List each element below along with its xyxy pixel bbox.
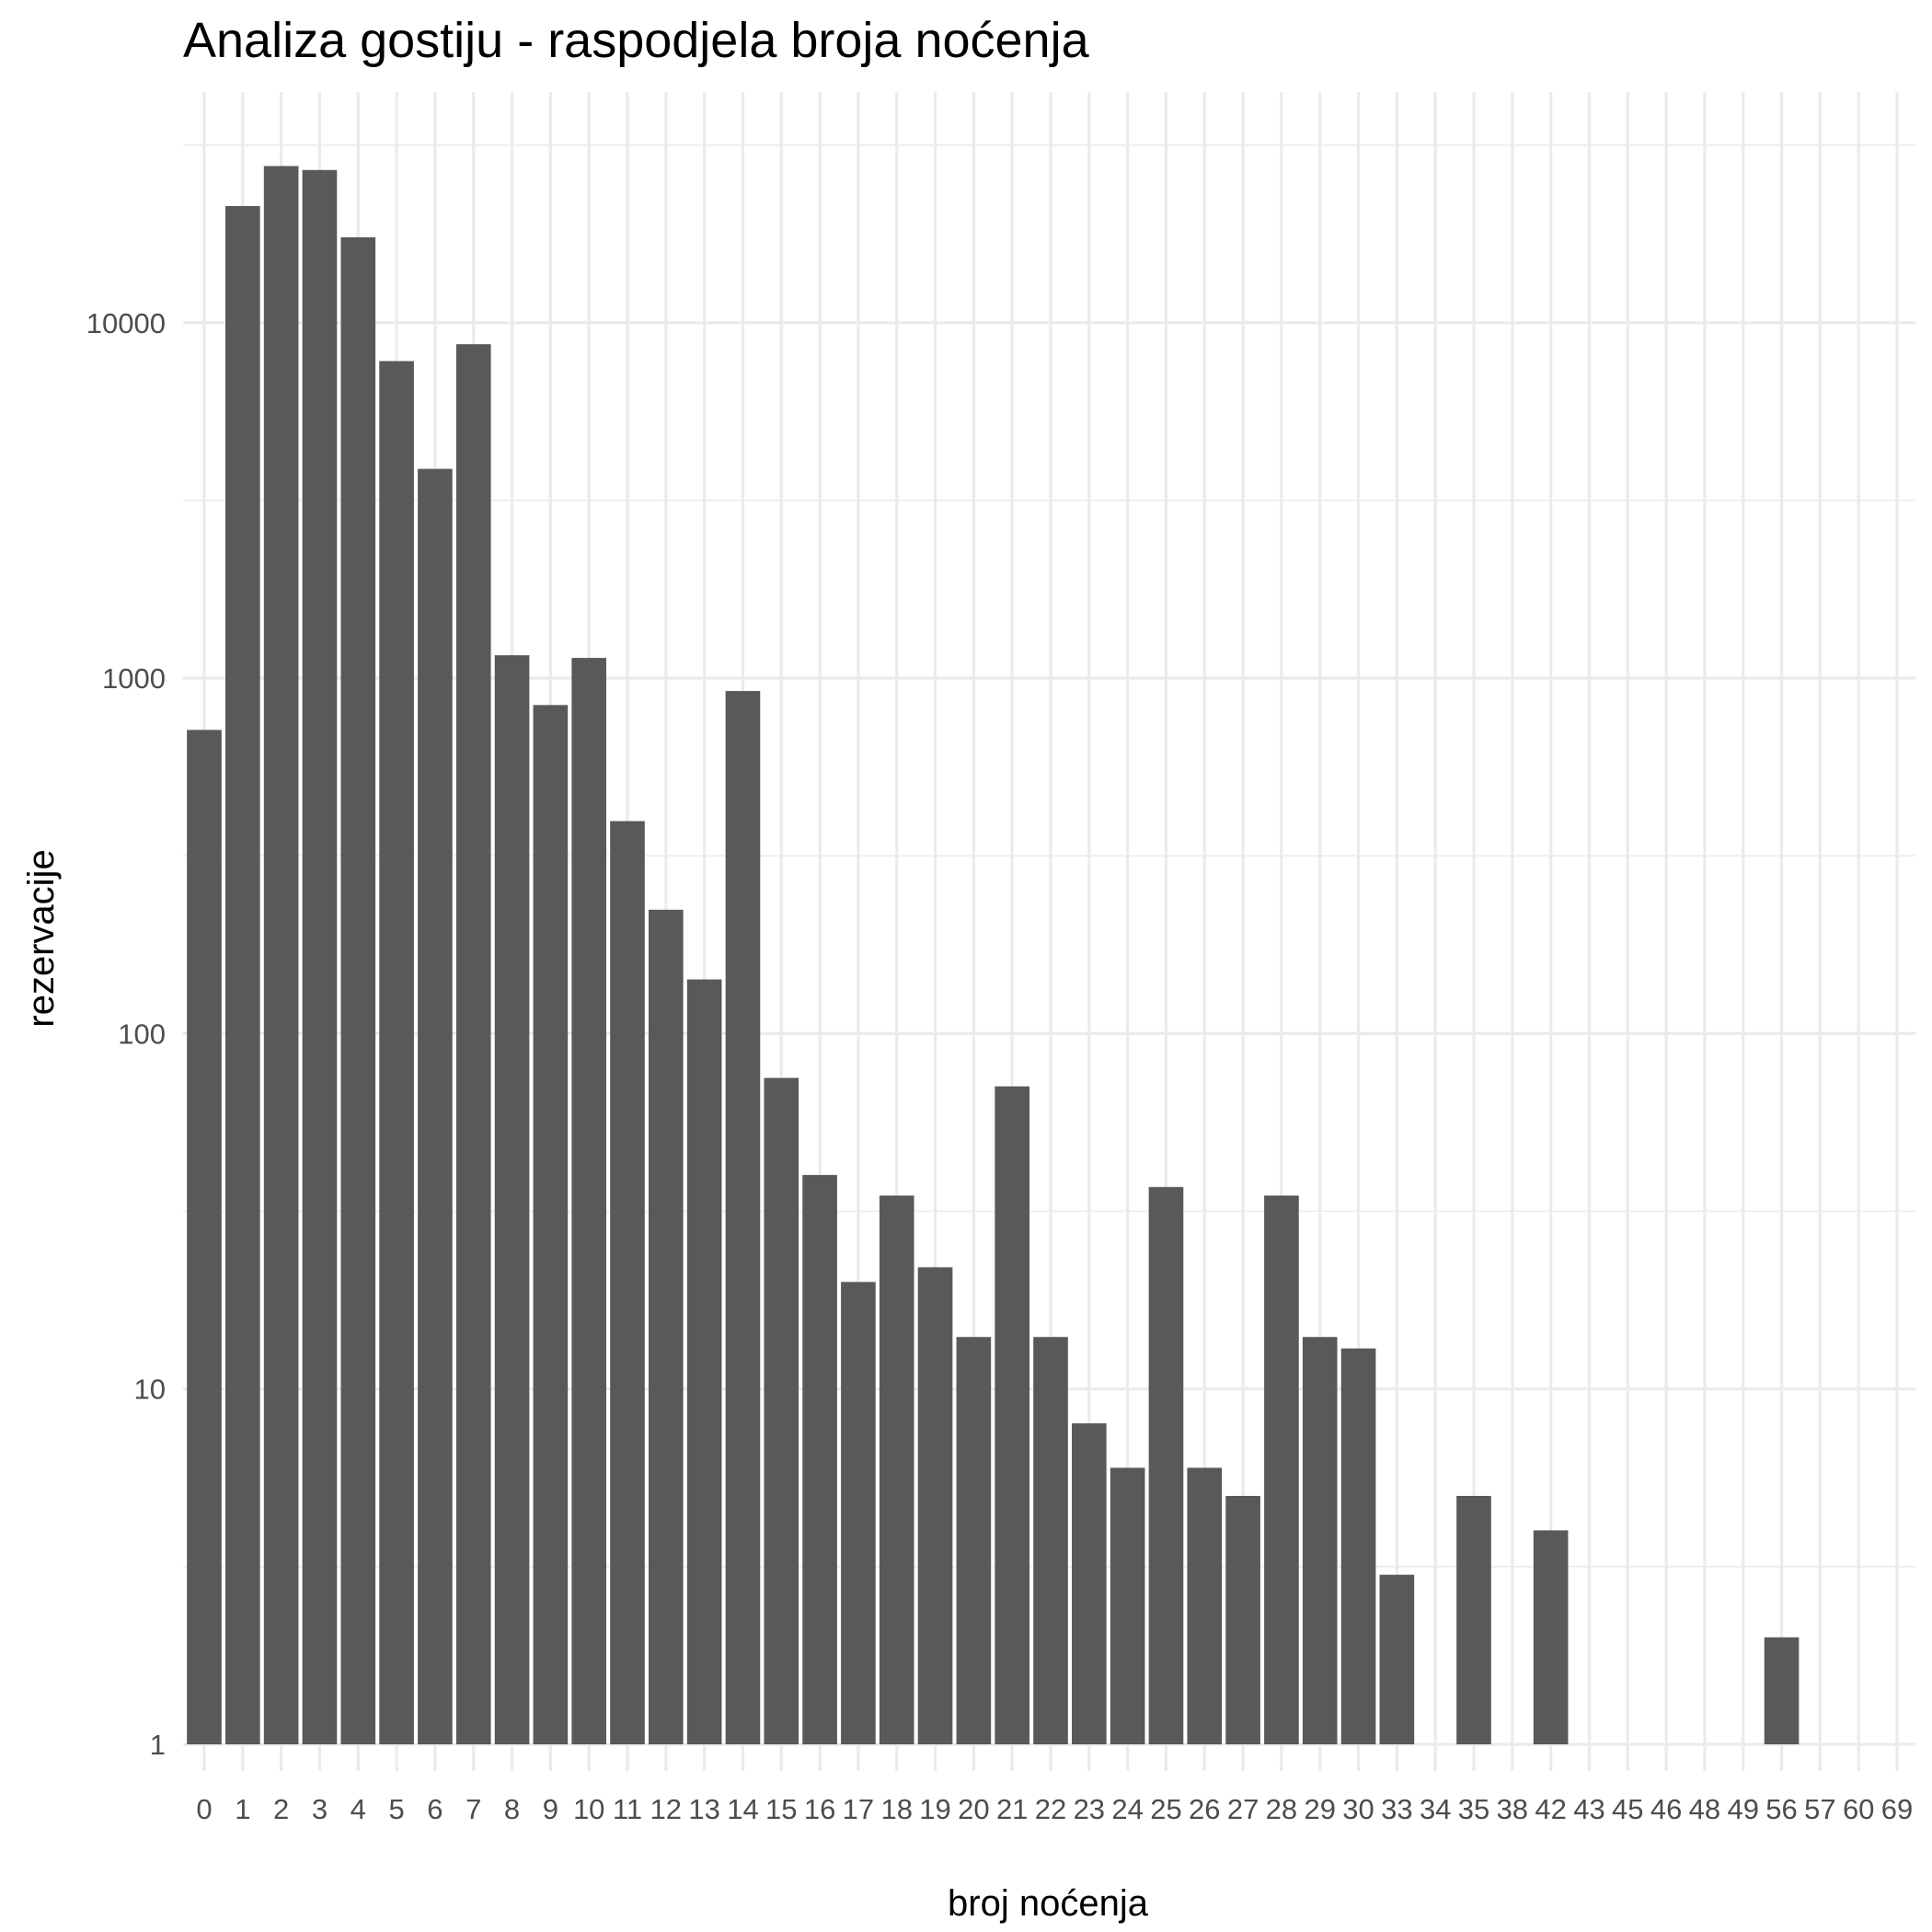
x-tick-label: 48 — [1689, 1793, 1720, 1825]
bar-14 — [725, 691, 761, 1744]
x-tick-label: 30 — [1342, 1793, 1374, 1825]
bars — [187, 166, 1800, 1745]
bar-4 — [340, 236, 376, 1744]
x-tick-label: 3 — [312, 1793, 328, 1825]
bar-10 — [571, 658, 606, 1744]
bar-20 — [956, 1337, 992, 1744]
x-tick-label: 18 — [880, 1793, 912, 1825]
x-tick-label: 21 — [996, 1793, 1028, 1825]
bar-42 — [1533, 1530, 1569, 1744]
bar-18 — [879, 1195, 914, 1744]
bar-11 — [610, 821, 645, 1744]
bar-30 — [1340, 1348, 1376, 1744]
y-tick-label: 1 — [150, 1729, 166, 1761]
x-tick-label: 56 — [1765, 1793, 1797, 1825]
x-tick-label: 25 — [1150, 1793, 1181, 1825]
x-tick-label: 42 — [1535, 1793, 1566, 1825]
x-tick-label: 0 — [196, 1793, 212, 1825]
bar-3 — [302, 169, 338, 1744]
bar-17 — [841, 1282, 876, 1744]
bar-5 — [379, 361, 414, 1744]
x-tick-label: 17 — [843, 1793, 874, 1825]
x-tick-label: 16 — [804, 1793, 835, 1825]
bar-1 — [225, 205, 260, 1744]
x-tick-label: 9 — [543, 1793, 558, 1825]
y-tick-labels: 1 10 100 1000 10000 — [86, 307, 166, 1761]
x-tick-label: 5 — [388, 1793, 404, 1825]
x-tick-label: 49 — [1727, 1793, 1758, 1825]
y-axis-title: rezervacije — [21, 849, 62, 1027]
bar-13 — [686, 979, 722, 1744]
x-tick-label: 26 — [1189, 1793, 1220, 1825]
x-tick-label: 33 — [1381, 1793, 1412, 1825]
x-tick-label: 19 — [919, 1793, 950, 1825]
x-tick-label: 13 — [688, 1793, 719, 1825]
bar-24 — [1110, 1467, 1145, 1744]
bar-7 — [455, 344, 491, 1745]
chart-title: Analiza gostiju - raspodjela broja noćen… — [183, 13, 1090, 68]
bar-6 — [418, 468, 453, 1745]
x-tick-label: 4 — [351, 1793, 366, 1825]
bar-23 — [1072, 1423, 1107, 1744]
x-tick-label: 23 — [1074, 1793, 1105, 1825]
x-tick-label: 28 — [1266, 1793, 1297, 1825]
x-tick-label: 46 — [1650, 1793, 1682, 1825]
x-tick-label: 7 — [466, 1793, 481, 1825]
bar-16 — [802, 1175, 837, 1744]
x-tick-label: 45 — [1612, 1793, 1643, 1825]
bar-35 — [1456, 1495, 1491, 1744]
bar-56 — [1764, 1637, 1800, 1744]
x-tick-label: 43 — [1573, 1793, 1604, 1825]
bar-22 — [1033, 1337, 1068, 1744]
bar-29 — [1302, 1337, 1338, 1744]
y-tick-label: 10 — [134, 1374, 166, 1406]
bar-33 — [1379, 1574, 1415, 1744]
x-tick-label: 14 — [727, 1793, 758, 1825]
bar-28 — [1264, 1195, 1299, 1744]
x-tick-label: 1 — [235, 1793, 250, 1825]
x-tick-label: 60 — [1843, 1793, 1874, 1825]
bar-19 — [917, 1267, 953, 1744]
bar-12 — [649, 909, 684, 1744]
x-tick-label: 24 — [1111, 1793, 1143, 1825]
x-tick-label: 38 — [1497, 1793, 1528, 1825]
x-tick-label: 57 — [1804, 1793, 1835, 1825]
x-tick-label: 10 — [573, 1793, 604, 1825]
x-tick-label: 8 — [504, 1793, 520, 1825]
x-tick-label: 20 — [958, 1793, 989, 1825]
bar-0 — [187, 730, 222, 1744]
bar-2 — [263, 166, 299, 1745]
y-tick-label: 10000 — [86, 307, 166, 339]
y-tick-label: 100 — [118, 1018, 166, 1050]
x-tick-label: 2 — [273, 1793, 289, 1825]
x-tick-label: 22 — [1035, 1793, 1066, 1825]
x-tick-label: 29 — [1304, 1793, 1335, 1825]
bar-26 — [1187, 1467, 1223, 1744]
x-tick-label: 34 — [1420, 1793, 1451, 1825]
x-tick-label: 11 — [613, 1793, 642, 1825]
bar-15 — [764, 1077, 799, 1744]
bar-27 — [1225, 1495, 1260, 1744]
bar-25 — [1148, 1187, 1184, 1744]
y-tick-label: 1000 — [102, 662, 166, 695]
x-tick-labels: 0 1 2 3 4 5 6 7 8 9 10 11 12 13 14 15 16 17 18 19 20 21 22 23 24… — [196, 1793, 1913, 1825]
x-tick-label: 6 — [427, 1793, 443, 1825]
bar-9 — [533, 705, 569, 1745]
x-tick-label: 15 — [765, 1793, 797, 1825]
x-tick-label: 27 — [1227, 1793, 1259, 1825]
x-tick-label: 12 — [650, 1793, 682, 1825]
bar-8 — [494, 655, 530, 1744]
x-tick-label: 35 — [1458, 1793, 1489, 1825]
bar-21 — [995, 1086, 1029, 1744]
x-axis-title: broj noćenja — [948, 1883, 1149, 1924]
x-tick-label: 69 — [1881, 1793, 1913, 1825]
